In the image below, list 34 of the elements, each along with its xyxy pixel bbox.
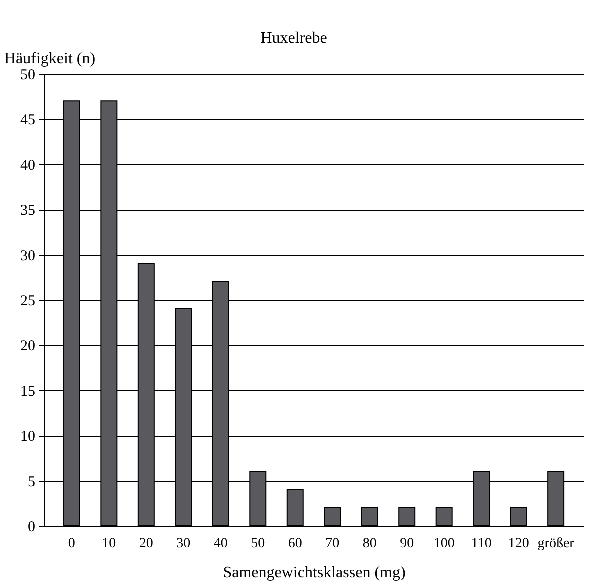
- x-tick-label: 50: [251, 536, 266, 552]
- y-axis-title: Häufigkeit (n): [4, 50, 96, 68]
- y-tick-label: 50: [20, 68, 36, 84]
- y-tick-label: 5: [28, 474, 36, 490]
- x-tick-label: 10: [102, 536, 116, 552]
- bar: [510, 507, 528, 526]
- y-tick-label: 0: [28, 520, 36, 536]
- bar: [361, 507, 378, 526]
- y-tick-label: 45: [20, 112, 36, 129]
- y-tick-label: 30: [20, 248, 36, 264]
- x-axis-title: Samengewichtsklassen (mg): [223, 564, 406, 582]
- y-tick-label: 10: [20, 429, 36, 446]
- y-tick-label: 25: [20, 294, 36, 310]
- bar: [286, 489, 304, 526]
- x-tick-label: 90: [400, 536, 414, 552]
- x-tick-label: 0: [68, 536, 76, 552]
- x-tick-label: 40: [214, 536, 228, 552]
- x-tick-label: 100: [434, 536, 455, 552]
- x-tick-label: 80: [362, 536, 377, 552]
- x-tick-label: größer: [538, 536, 575, 552]
- x-tick-label: 120: [508, 536, 530, 552]
- x-tick-label: 110: [471, 536, 492, 552]
- bar: [436, 507, 453, 526]
- bar: [324, 507, 342, 526]
- y-tick-label: 20: [20, 338, 36, 355]
- x-tick-label: 60: [288, 536, 302, 552]
- y-tick-label: 35: [20, 203, 36, 220]
- x-tick-label: 20: [139, 536, 154, 552]
- y-tick-label: 40: [20, 158, 36, 174]
- x-tick-label: 70: [326, 536, 340, 552]
- chart-title: Huxelrebe: [260, 30, 328, 47]
- x-tick-label: 30: [176, 536, 191, 552]
- y-tick-label: 15: [20, 384, 36, 400]
- bar: [398, 507, 416, 526]
